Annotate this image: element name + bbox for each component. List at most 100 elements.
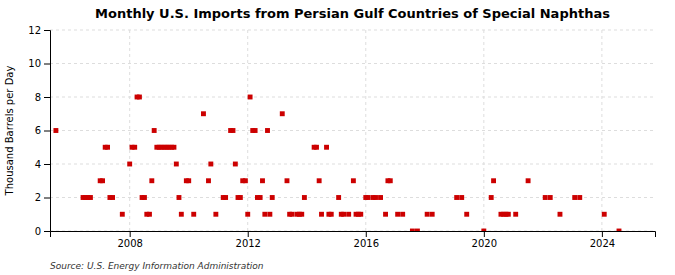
point [358,212,363,217]
y-axis-line [44,31,51,232]
point [265,128,270,133]
plot: 2008 2012 2016 2020 2024 0 2 4 6 8 10 12 [28,25,655,249]
point [366,195,371,200]
point [558,212,563,217]
x-tick-label: 2008 [117,238,142,249]
point [258,195,263,200]
point [179,212,184,217]
point [201,111,206,116]
point [383,212,388,217]
point [489,195,494,200]
point [253,128,258,133]
x-tick-label: 2016 [354,238,379,249]
annotation: Source: U.S. Energy Information Administ… [50,261,264,271]
y-tick: 0 [35,226,50,237]
title: Monthly U.S. Imports from Persian Gulf C… [95,6,610,21]
y-tick-label: 10 [28,58,41,69]
point [223,195,228,200]
y-tick: 8 [35,92,50,103]
y-tick: 6 [35,125,50,136]
point [248,95,253,100]
x-grid-line [129,30,130,231]
x-tick: 2016 [354,231,379,249]
y-tick-mark [44,131,50,132]
point [206,178,211,183]
grid [50,30,655,231]
y-tick-mark [44,164,50,165]
point [378,195,383,200]
y-tick-label: 6 [35,125,41,136]
x-tick-label: 2012 [236,238,261,249]
points [53,95,621,231]
point [245,212,250,217]
y-tick: 12 [28,25,50,36]
point [430,212,435,217]
y-axis: 0 2 4 6 8 10 12 [28,25,50,237]
point [174,162,179,167]
y-grid-line [50,63,655,64]
point [231,128,236,133]
point [543,195,548,200]
point [491,178,496,183]
y-tick: 4 [35,159,50,170]
x-tick-mark [484,231,485,237]
point [267,212,272,217]
point [302,195,307,200]
point [260,178,265,183]
point [120,212,125,217]
point [299,212,304,217]
point [324,145,329,150]
x-tick: 2024 [590,231,615,249]
point [314,145,319,150]
point [481,229,486,231]
chart: 2008 2012 2016 2020 2024 0 2 4 6 8 10 12 Monthly U.S… [0,0,675,275]
x-grid-line [365,30,366,231]
y-axis-title: Thousand Barrels per Day [4,66,15,197]
point [346,212,351,217]
x-axis-line [51,232,656,238]
point [577,195,582,200]
point [602,212,607,217]
x-tick-mark [366,231,367,237]
point [191,212,196,217]
point [262,212,267,217]
y-grid-line [50,130,655,131]
x-axis: 2008 2012 2016 2020 2024 [51,231,656,249]
y-tick-label: 4 [35,159,41,170]
x-tick-label: 2024 [590,238,615,249]
y-tick-label: 2 [35,192,41,203]
y-tick-mark [44,198,50,199]
x-tick-mark [130,231,131,237]
point [172,145,177,150]
x-tick-label: 2020 [472,238,497,249]
point [373,195,378,200]
point [388,178,393,183]
point [186,178,191,183]
point [238,195,243,200]
point [105,145,110,150]
y-tick-mark [44,97,50,98]
point [617,229,622,231]
x-grid-line [247,30,248,231]
y-tick-mark [44,30,50,31]
point [319,212,324,217]
point [132,145,137,150]
y-tick-label: 0 [35,226,41,237]
point [147,212,152,217]
point [415,229,420,231]
point [213,212,218,217]
point [506,212,511,217]
point [152,128,157,133]
point [459,195,464,200]
y-tick: 2 [35,192,50,203]
point [127,162,132,167]
point [526,178,531,183]
point [572,195,577,200]
x-tick: 2008 [117,231,142,249]
y-tick-mark [44,231,50,232]
x-grid-line [601,30,602,231]
point [425,212,430,217]
x-tick-mark [248,231,249,237]
point [280,111,285,116]
point [208,162,213,167]
